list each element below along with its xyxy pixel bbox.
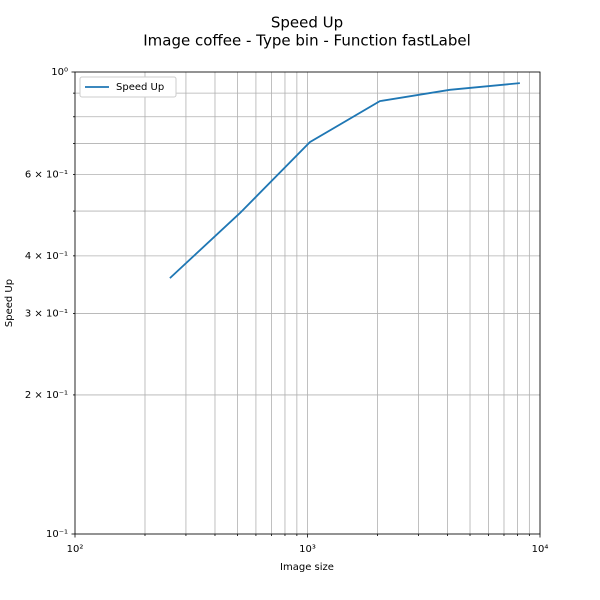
x-tick-label: 10³ (299, 544, 316, 555)
x-axis-label: Image size (280, 562, 334, 573)
legend: Speed Up (79, 76, 177, 98)
y-tick-label: 10⁻¹ (46, 529, 68, 540)
chart-title: Speed Up (271, 14, 343, 32)
x-tick-label: 10² (67, 544, 84, 555)
y-tick-label: 4 × 10⁻¹ (25, 251, 68, 262)
y-tick-label: 2 × 10⁻¹ (25, 390, 68, 401)
x-tick-label: 10⁴ (532, 544, 549, 555)
line-series (169, 82, 520, 279)
plot-frame (74, 71, 541, 535)
chart-subtitle: Image coffee - Type bin - Function fastL… (143, 32, 470, 50)
y-tick-label: 3 × 10⁻¹ (25, 309, 68, 320)
legend-box (79, 76, 177, 98)
y-axis-label: Speed Up (4, 279, 15, 327)
y-tick-label: 10⁰ (51, 67, 68, 78)
y-tick-label: 6 × 10⁻¹ (25, 169, 68, 180)
legend-label: Speed Up (116, 82, 164, 93)
